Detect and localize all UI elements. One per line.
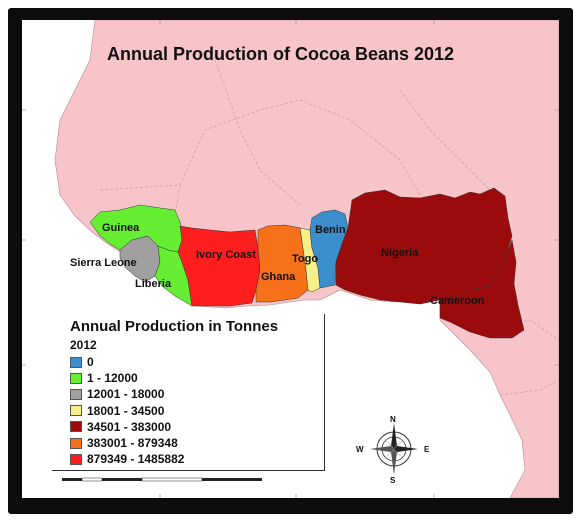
legend-label: 1 - 12000	[87, 371, 138, 386]
legend-item: 879349 - 1485882	[70, 451, 184, 467]
legend-label: 879349 - 1485882	[87, 452, 185, 467]
scale-bar	[62, 477, 262, 482]
label-cameroon: Cameroon	[430, 295, 485, 307]
compass-n: N	[390, 415, 396, 424]
legend-label: 12001 - 18000	[87, 387, 165, 402]
country-ghana	[255, 224, 309, 303]
legend-item: 12001 - 18000	[70, 386, 184, 402]
label-guinea: Guinea	[102, 222, 140, 234]
legend-year: 2012	[70, 338, 97, 352]
legend-label: 0	[87, 355, 94, 370]
compass-w: W	[356, 445, 364, 454]
label-liberia: Liberia	[135, 278, 172, 290]
legend-label: 18001 - 34500	[87, 403, 165, 418]
legend-swatch	[70, 388, 82, 400]
legend-swatch	[70, 372, 82, 384]
legend-title: Annual Production in Tonnes	[70, 318, 279, 335]
legend-items: 0 1 - 12000 12001 - 18000 18001 - 34500 …	[70, 354, 184, 467]
legend: Annual Production in Tonnes 2012 0 1 - 1…	[52, 314, 325, 471]
label-ghana: Ghana	[261, 271, 296, 283]
legend-item: 1 - 12000	[70, 370, 184, 386]
legend-swatch	[70, 437, 82, 449]
label-nigeria: Nigeria	[381, 247, 419, 259]
legend-item: 383001 - 879348	[70, 435, 184, 451]
label-sierra-leone: Sierra Leone	[70, 257, 137, 269]
compass-s: S	[390, 476, 396, 484]
legend-item: 34501 - 383000	[70, 419, 184, 435]
legend-item: 0	[70, 354, 184, 370]
map-title: Annual Production of Cocoa Beans 2012	[107, 44, 454, 64]
country-ivory-coast	[177, 225, 261, 307]
legend-label: 34501 - 383000	[87, 419, 172, 434]
legend-swatch	[70, 356, 82, 368]
legend-swatch	[70, 421, 82, 433]
legend-swatch	[70, 453, 82, 465]
label-benin: Benin	[315, 224, 346, 236]
country-cameroon	[439, 239, 525, 339]
graticule-ticks	[22, 20, 559, 498]
compass-e: E	[424, 445, 430, 454]
legend-swatch	[70, 405, 82, 417]
label-togo: Togo	[292, 253, 318, 265]
north-arrow-compass-icon: N S W E	[356, 415, 430, 484]
legend-label: 383001 - 879348	[87, 436, 178, 451]
legend-item: 18001 - 34500	[70, 403, 184, 419]
label-ivory-coast: Ivory Coast	[196, 249, 256, 261]
